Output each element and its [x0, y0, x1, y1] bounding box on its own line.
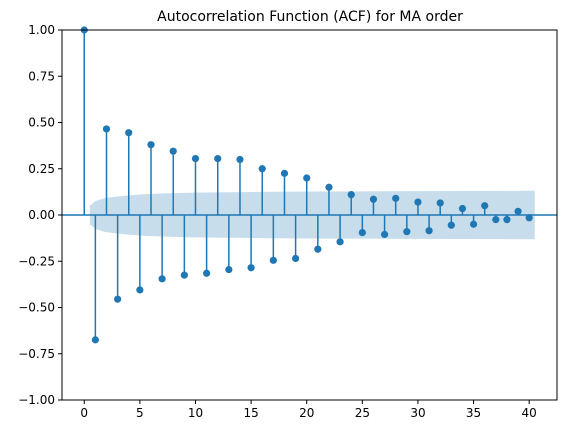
- acf-marker-lag-23: [336, 238, 344, 246]
- x-tick-label: 40: [522, 406, 537, 420]
- acf-marker-lag-32: [436, 199, 444, 207]
- acf-marker-lag-22: [325, 183, 333, 191]
- chart-title: Autocorrelation Function (ACF) for MA or…: [157, 9, 463, 25]
- acf-marker-lag-11: [203, 269, 211, 277]
- acf-marker-lag-29: [403, 228, 411, 236]
- acf-marker-lag-15: [247, 264, 255, 272]
- acf-marker-lag-25: [358, 228, 366, 237]
- acf-marker-lag-35: [469, 220, 478, 228]
- y-tick-label: 0.75: [28, 69, 55, 83]
- y-tick-label: 0.25: [28, 162, 55, 176]
- acf-marker-lag-28: [392, 194, 400, 202]
- acf-marker-lag-16: [258, 165, 266, 173]
- x-tick-label: 20: [299, 406, 314, 420]
- acf-marker-lag-39: [514, 207, 522, 215]
- acf-marker-lag-12: [214, 154, 222, 163]
- acf-marker-lag-17: [269, 256, 277, 264]
- acf-marker-lag-2: [102, 125, 111, 133]
- y-tick-label: −0.50: [18, 301, 55, 315]
- acf-marker-lag-6: [147, 141, 155, 149]
- acf-marker-lag-37: [492, 216, 500, 224]
- stem-layer: [62, 26, 557, 344]
- acf-marker-lag-9: [180, 271, 188, 279]
- x-tick-label: 10: [188, 406, 203, 420]
- acf-marker-lag-34: [458, 204, 467, 213]
- axes-layer: 0 5 10 15 20 25 30 35 40 −1.00 −0.75 −0.50 −0.25 0.00…: [18, 23, 558, 420]
- x-tick-label: 25: [355, 406, 370, 420]
- acf-marker-lag-1: [91, 336, 99, 344]
- acf-marker-lag-26: [369, 195, 378, 203]
- y-tick-label: 0.00: [28, 208, 55, 222]
- y-tick-label: −0.75: [18, 347, 55, 361]
- acf-marker-lag-20: [303, 174, 311, 182]
- acf-marker-lag-40: [525, 214, 533, 222]
- acf-marker-lag-30: [414, 198, 422, 206]
- acf-marker-lag-36: [481, 202, 489, 210]
- acf-marker-lag-33: [447, 221, 455, 229]
- acf-marker-lag-38: [503, 216, 511, 224]
- acf-marker-lag-24: [347, 191, 355, 199]
- x-tick-label: 0: [80, 406, 88, 420]
- acf-marker-lag-3: [114, 295, 122, 303]
- y-tick-label: −1.00: [18, 393, 55, 407]
- acf-marker-lag-8: [169, 147, 177, 155]
- y-tick-label: 0.50: [28, 116, 55, 130]
- x-tick-label: 5: [136, 406, 144, 420]
- acf-marker-lag-31: [425, 227, 433, 235]
- x-tick-label: 30: [410, 406, 425, 420]
- acf-marker-lag-21: [314, 245, 322, 253]
- acf-marker-lag-27: [380, 230, 389, 239]
- acf-marker-lag-10: [191, 154, 200, 163]
- y-tick-label: −0.25: [18, 254, 55, 268]
- acf-marker-lag-5: [136, 286, 144, 294]
- acf-marker-lag-14: [236, 155, 244, 164]
- x-tick-label: 15: [243, 406, 258, 420]
- acf-marker-lag-19: [291, 254, 300, 263]
- y-tick-label: 1.00: [28, 23, 55, 37]
- acf-marker-lag-18: [280, 169, 289, 177]
- acf-marker-lag-7: [158, 275, 166, 283]
- acf-marker-lag-4: [125, 129, 133, 137]
- acf-marker-lag-13: [225, 265, 233, 274]
- x-tick-label: 35: [466, 406, 481, 420]
